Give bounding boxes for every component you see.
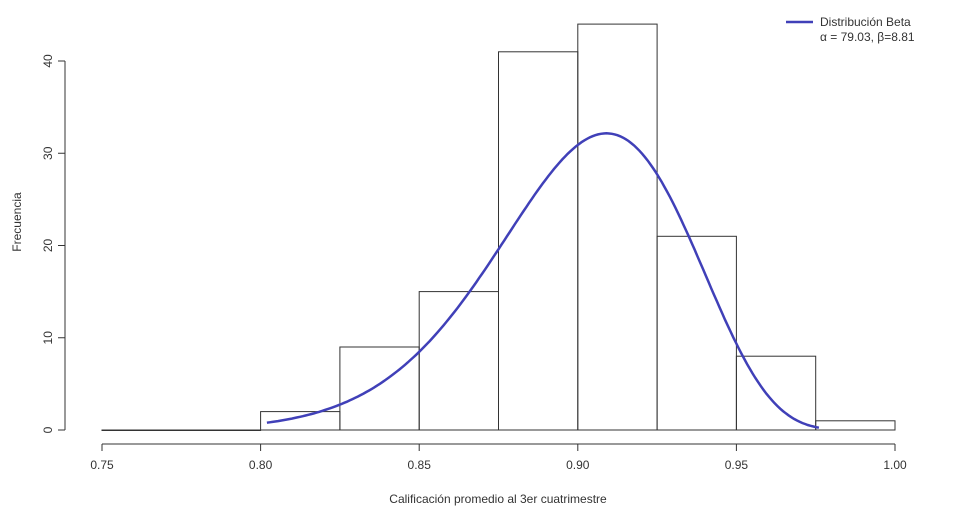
histogram-bar-1 bbox=[180, 429, 262, 431]
histogram-bar-4 bbox=[418, 291, 500, 431]
histogram-bar-0 bbox=[101, 429, 182, 431]
histogram-bar-8 bbox=[735, 355, 817, 431]
x-tick-label: 0.95 bbox=[725, 458, 749, 472]
x-axis: 0.75 0.80 0.85 0.90 0.95 1.00 bbox=[90, 443, 907, 472]
histogram-bar-7 bbox=[656, 235, 737, 431]
legend-series-name: Distribución Beta bbox=[820, 15, 911, 29]
y-tick-label: 20 bbox=[41, 239, 55, 253]
y-axis: 0 10 20 30 40 bbox=[41, 54, 66, 433]
legend: Distribución Beta α = 79.03, β=8.81 bbox=[786, 15, 915, 44]
x-tick-label: 0.85 bbox=[408, 458, 432, 472]
histogram-bar-9 bbox=[815, 420, 896, 431]
y-tick-label: 40 bbox=[41, 54, 55, 68]
x-axis-label: Calificación promedio al 3er cuatrimestr… bbox=[389, 492, 607, 506]
x-tick-label: 1.00 bbox=[883, 458, 907, 472]
beta-distribution-curve bbox=[266, 132, 820, 429]
x-tick-label: 0.75 bbox=[90, 458, 114, 472]
histogram-bar-5 bbox=[498, 51, 579, 431]
histogram-bars bbox=[101, 23, 896, 431]
y-tick-label: 10 bbox=[41, 331, 55, 345]
y-tick-label: 0 bbox=[41, 426, 55, 433]
legend-parameters: α = 79.03, β=8.81 bbox=[820, 30, 915, 44]
histogram-bar-3 bbox=[339, 346, 420, 431]
histogram-bar-6 bbox=[577, 23, 658, 431]
x-tick-label: 0.80 bbox=[249, 458, 273, 472]
x-tick-label: 0.90 bbox=[566, 458, 590, 472]
y-axis-label: Frecuencia bbox=[10, 192, 24, 252]
y-tick-label: 30 bbox=[41, 146, 55, 160]
